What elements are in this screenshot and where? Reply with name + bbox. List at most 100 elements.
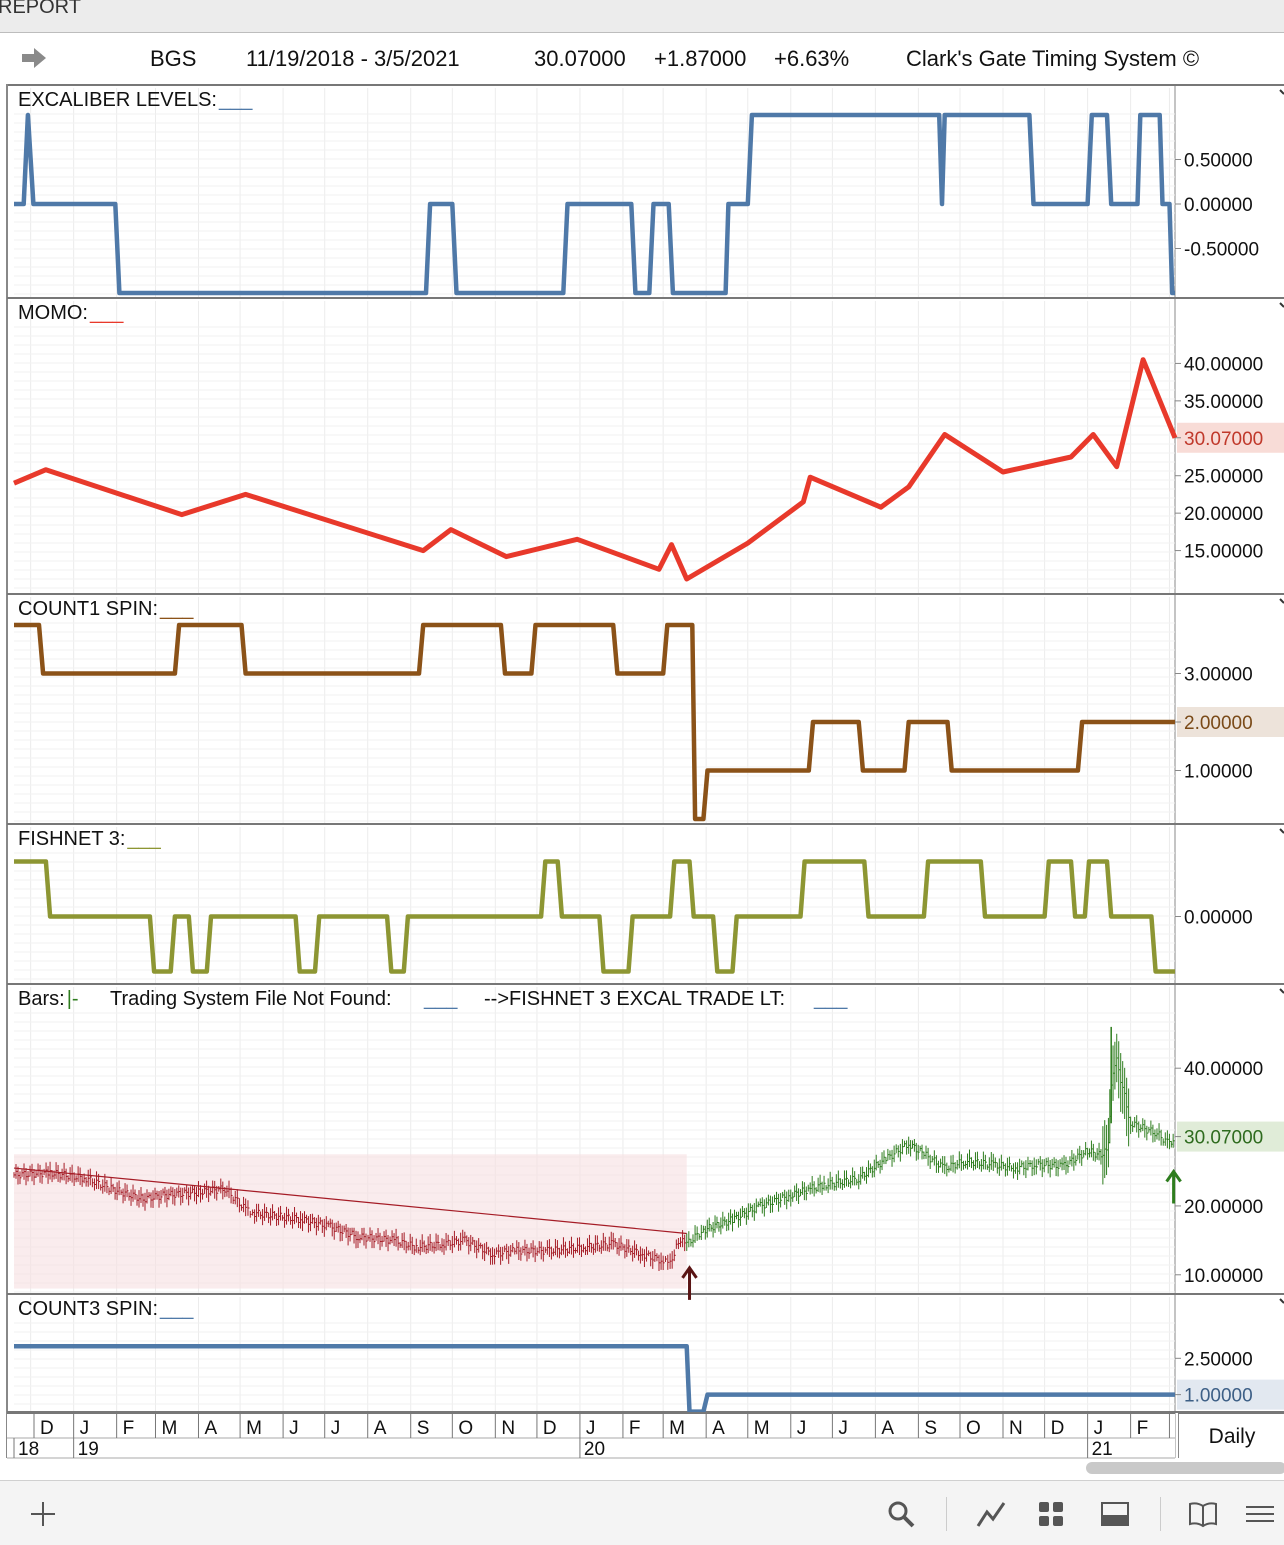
month-label: J xyxy=(289,1418,299,1439)
month-label: O xyxy=(966,1418,981,1439)
y-tick-label: 0.00000 xyxy=(1184,195,1253,216)
month-label: J xyxy=(1094,1418,1104,1439)
x-axis-bg xyxy=(7,1413,1175,1458)
y-tick-label: 10.00000 xyxy=(1184,1266,1263,1287)
legend-mark: ___ xyxy=(126,828,161,850)
panel-title: COUNT1 SPIN: xyxy=(18,598,158,620)
y-tick-label: 40.00000 xyxy=(1184,1059,1263,1080)
year-label: 21 xyxy=(1092,1439,1113,1460)
y-tick-label: 25.00000 xyxy=(1184,467,1263,488)
price-change: +1.87000 xyxy=(654,46,747,71)
month-label: M xyxy=(246,1418,262,1439)
trading-system-label: Trading System File Not Found: xyxy=(110,988,392,1010)
panel-icon[interactable] xyxy=(1100,1499,1130,1529)
month-label: O xyxy=(458,1418,473,1439)
trend-line xyxy=(13,1167,687,1235)
last-value-box xyxy=(1177,707,1284,737)
signal-arrow-icon xyxy=(681,1265,698,1300)
grid-icon[interactable] xyxy=(1036,1499,1066,1529)
arrow-right-icon[interactable] xyxy=(20,46,48,70)
year-label: 18 xyxy=(18,1439,39,1460)
month-label: J xyxy=(838,1418,848,1439)
y-tick-label: 0.50000 xyxy=(1184,151,1253,172)
month-label: D xyxy=(543,1418,557,1439)
month-label: N xyxy=(1009,1418,1023,1439)
panel-corner xyxy=(1279,302,1284,308)
series-line xyxy=(13,357,1178,582)
y-tick-label: 40.00000 xyxy=(1184,354,1263,375)
month-label: N xyxy=(501,1418,515,1439)
horizontal-scrollbar[interactable] xyxy=(1086,1462,1284,1474)
y-tick-label: 35.00000 xyxy=(1184,392,1263,413)
date-range: 11/19/2018 - 3/5/2021 xyxy=(246,46,460,71)
panel-title: EXCALIBER LEVELS: xyxy=(18,89,217,111)
month-label: J xyxy=(80,1418,90,1439)
panel-title: Bars: xyxy=(18,988,65,1010)
month-label: A xyxy=(374,1418,387,1439)
month-label: M xyxy=(161,1418,177,1439)
month-label: F xyxy=(123,1418,135,1439)
legend-mark: ___ xyxy=(423,988,458,1010)
month-label: D xyxy=(40,1418,54,1439)
legend-mark: ___ xyxy=(218,89,253,111)
report-bar: REPORT xyxy=(0,0,1284,33)
y-tick-label: 2.50000 xyxy=(1184,1349,1253,1370)
month-label: S xyxy=(417,1418,430,1439)
chart-header: BGS 11/19/2018 - 3/5/2021 30.07000 +1.87… xyxy=(8,34,1284,86)
month-label: D xyxy=(1051,1418,1065,1439)
book-icon[interactable] xyxy=(1188,1499,1218,1529)
month-label: J xyxy=(797,1418,807,1439)
month-label: M xyxy=(669,1418,685,1439)
y-tick-label: 20.00000 xyxy=(1184,1197,1263,1218)
month-label: F xyxy=(629,1418,641,1439)
timeframe-divider xyxy=(1178,1412,1284,1414)
price-change-pct: +6.63% xyxy=(774,46,850,71)
month-label: M xyxy=(754,1418,770,1439)
line-chart-icon[interactable] xyxy=(976,1499,1006,1529)
panel-corner xyxy=(1279,89,1284,95)
panel-corner xyxy=(1279,828,1284,834)
legend-mark: ___ xyxy=(159,1298,194,1320)
signal-arrow-icon xyxy=(1165,1168,1182,1204)
series-line xyxy=(14,859,1175,974)
menu-icon[interactable] xyxy=(1244,1499,1274,1529)
y-tick-label: 1.00000 xyxy=(1184,762,1253,783)
y-tick-label: 3.00000 xyxy=(1184,665,1253,686)
month-label: F xyxy=(1137,1418,1149,1439)
series-line xyxy=(14,112,1175,296)
series-line xyxy=(14,1343,1175,1414)
chart-area[interactable]: EXCALIBER LEVELS: ___0.500000.00000-0.500… xyxy=(0,0,1284,1480)
month-label: A xyxy=(712,1418,725,1439)
toolbar-divider xyxy=(946,1497,947,1531)
month-label: A xyxy=(204,1418,217,1439)
panel-title: FISHNET 3: xyxy=(18,828,125,850)
y-tick-label: 30.07000 xyxy=(1184,429,1263,450)
month-label: A xyxy=(881,1418,894,1439)
add-icon[interactable] xyxy=(28,1499,58,1529)
last-value-box xyxy=(1177,422,1284,453)
symbol: BGS xyxy=(150,46,197,71)
trade-zone xyxy=(14,1154,687,1289)
toolbar xyxy=(0,1480,1284,1545)
trade-lt-label: -->FISHNET 3 EXCAL TRADE LT: xyxy=(484,988,785,1010)
month-label: J xyxy=(586,1418,596,1439)
legend-mark: ___ xyxy=(159,598,194,620)
timeframe-label[interactable]: Daily xyxy=(1178,1414,1284,1458)
panel-corner xyxy=(1279,1298,1284,1304)
last-price: 30.07000 xyxy=(534,46,626,71)
panel-corner xyxy=(1279,988,1284,994)
y-tick-label: 0.00000 xyxy=(1184,908,1253,929)
year-label: 20 xyxy=(584,1439,605,1460)
month-label: J xyxy=(331,1418,341,1439)
legend-mark: ___ xyxy=(813,988,848,1010)
toolbar-divider-2 xyxy=(1160,1497,1161,1531)
search-icon[interactable] xyxy=(886,1499,916,1529)
y-tick-label: 2.00000 xyxy=(1184,713,1253,734)
legend-mark: |- xyxy=(67,988,79,1010)
legend-mark: ___ xyxy=(89,302,124,324)
last-value-box xyxy=(1177,1121,1284,1152)
system-name: Clark's Gate Timing System © xyxy=(906,46,1200,71)
y-tick-label: -0.50000 xyxy=(1184,240,1259,261)
month-label: S xyxy=(924,1418,937,1439)
last-value-box xyxy=(1177,1379,1284,1410)
